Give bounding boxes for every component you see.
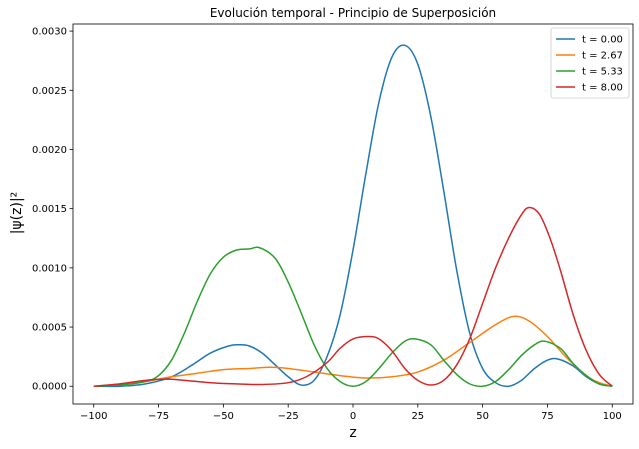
series-line-3 — [93, 206, 613, 387]
legend-label-0: t = 0.00 — [582, 35, 623, 46]
series-line-1 — [93, 315, 613, 387]
plot-frame — [72, 23, 634, 405]
x-axis-label: z — [349, 425, 356, 441]
plot-area — [72, 23, 634, 405]
y-tick-label: 0.0020 — [32, 145, 67, 156]
x-tick-label: 25 — [411, 411, 424, 422]
y-tick-label: 0.0000 — [32, 382, 67, 393]
series-line-2 — [93, 246, 613, 388]
y-tick-label: 0.0005 — [32, 323, 67, 334]
x-tick-label: 75 — [541, 411, 554, 422]
legend-box — [550, 27, 630, 99]
x-axis: −100 −75 −50 −25 0 25 50 75 100 — [80, 404, 622, 422]
y-tick-label: 0.0010 — [32, 263, 67, 274]
y-tick-label: 0.0015 — [32, 204, 67, 215]
y-tick-label: 0.0030 — [32, 27, 67, 38]
y-axis: 0.0000 0.0005 0.0010 0.0015 0.0020 0.0025 0.00… — [32, 27, 73, 393]
y-tick-label: 0.0025 — [32, 86, 67, 97]
x-tick-label: 0 — [350, 411, 356, 422]
chart-title: Evolución temporal - Principio de Superp… — [210, 6, 496, 20]
x-tick-label: −75 — [148, 411, 169, 422]
legend-label-3: t = 8.00 — [582, 83, 623, 94]
x-tick-label: −100 — [80, 411, 107, 422]
x-tick-label: 50 — [476, 411, 489, 422]
legend: t = 0.00 t = 2.67 t = 5.33 t = 8.00 — [550, 27, 630, 99]
legend-label-2: t = 5.33 — [582, 67, 623, 78]
x-tick-label: 100 — [603, 411, 622, 422]
x-tick-label: −50 — [213, 411, 234, 422]
x-tick-label: −25 — [278, 411, 299, 422]
series-line-0 — [93, 44, 613, 388]
y-axis-label: |ψ(z)|² — [9, 192, 25, 235]
legend-label-1: t = 2.67 — [582, 51, 623, 62]
